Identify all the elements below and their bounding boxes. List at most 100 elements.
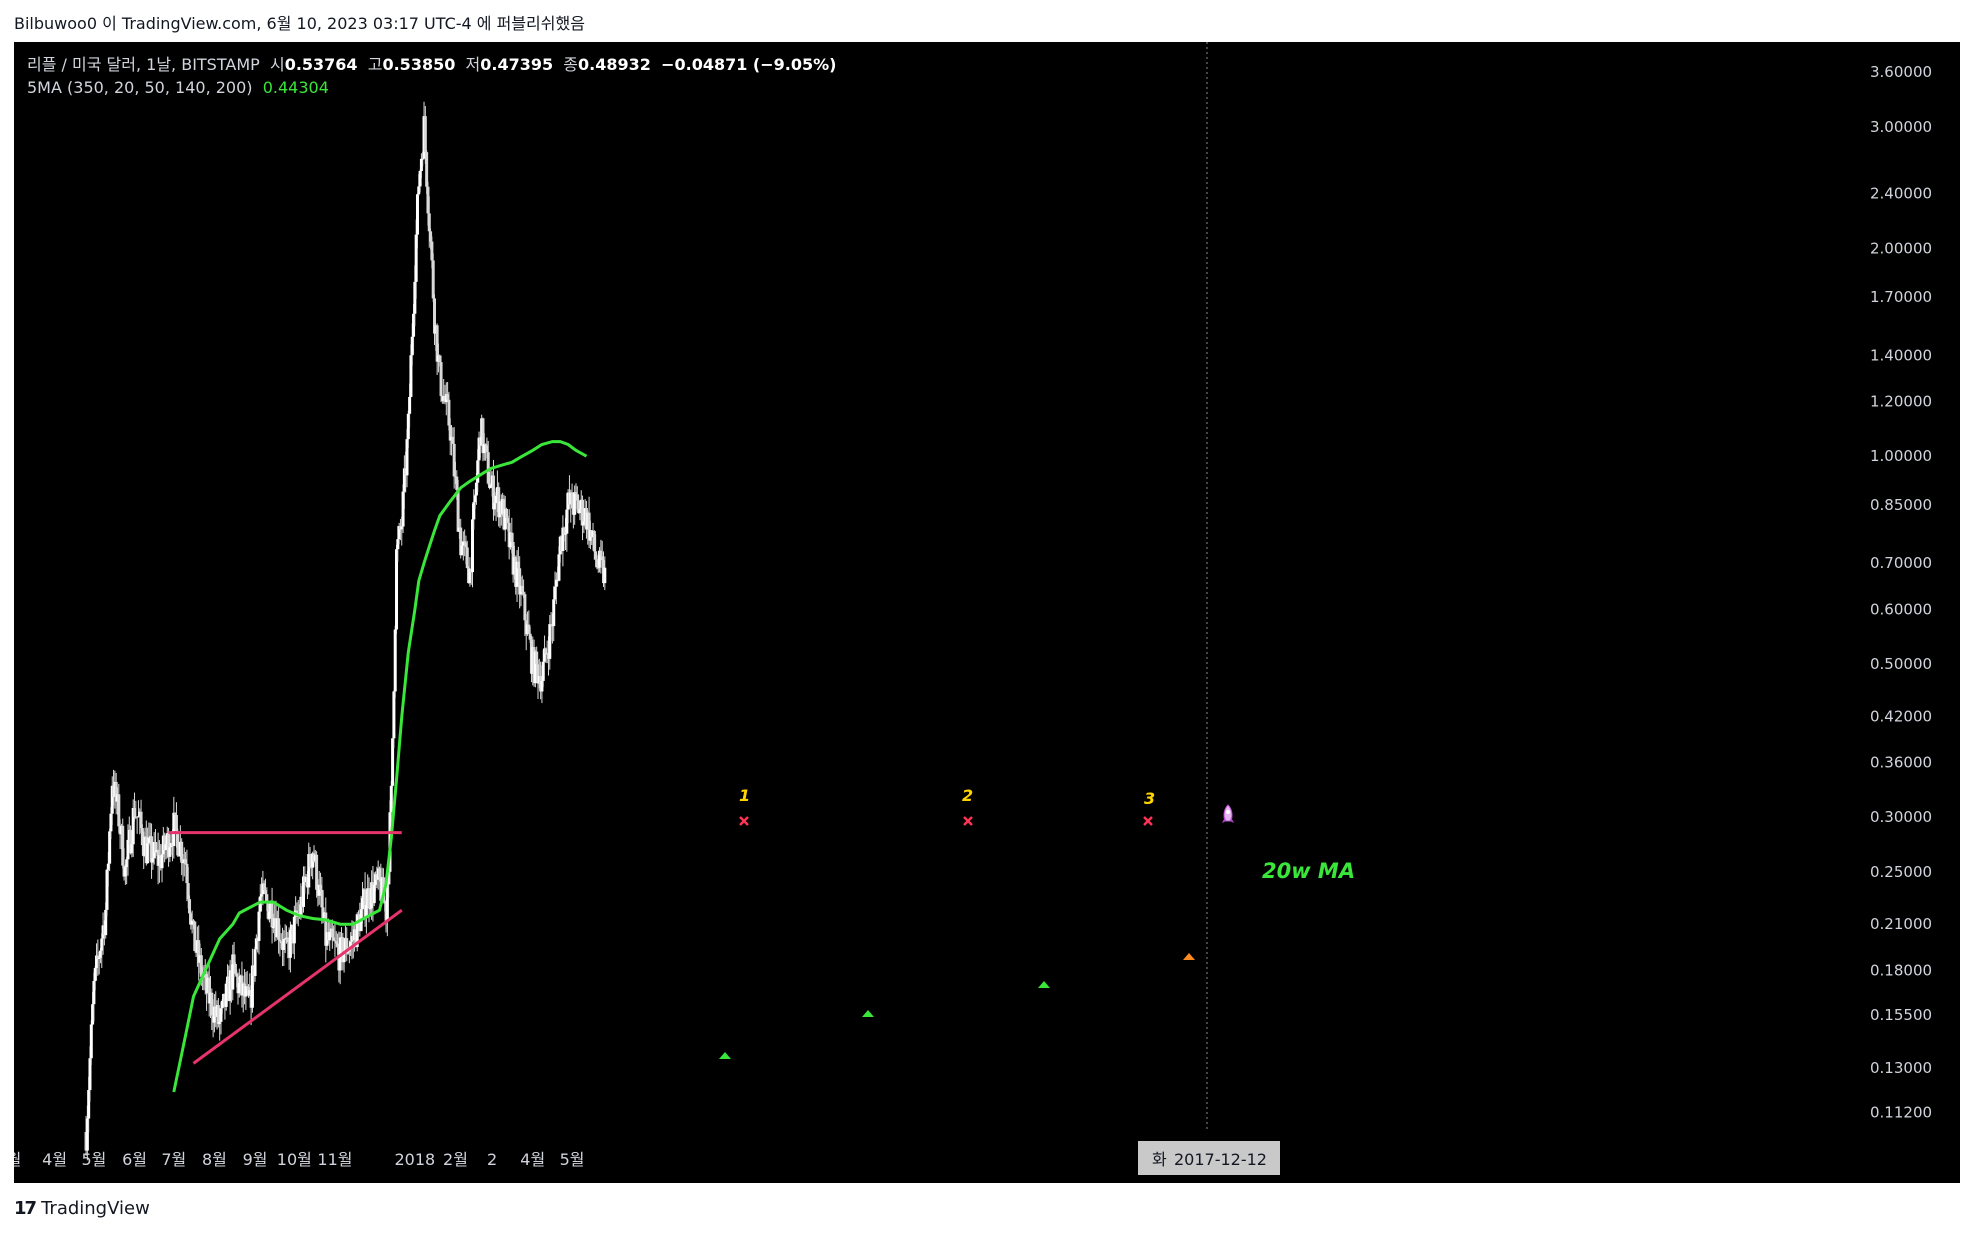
x-tick-label: 2월 bbox=[443, 1150, 468, 1169]
support-marker-up bbox=[1038, 981, 1050, 988]
candle bbox=[324, 897, 328, 963]
candle bbox=[448, 418, 452, 456]
candle bbox=[452, 427, 456, 489]
candle bbox=[385, 882, 389, 937]
candle bbox=[270, 887, 274, 944]
candle bbox=[207, 962, 211, 1017]
candle bbox=[302, 866, 306, 913]
tradingview-logo-icon: 17 bbox=[14, 1198, 37, 1219]
y-tick-label: 0.42000 bbox=[1870, 707, 1932, 725]
candle bbox=[288, 921, 292, 973]
x-tick-label: 9월 bbox=[243, 1150, 268, 1169]
candle bbox=[435, 323, 439, 375]
candle bbox=[520, 575, 524, 596]
candle bbox=[250, 948, 254, 1013]
candle bbox=[135, 816, 139, 834]
candle bbox=[114, 772, 118, 815]
y-tick-label: 1.20000 bbox=[1870, 393, 1932, 411]
y-tick-label: 0.36000 bbox=[1870, 754, 1932, 772]
price-chart[interactable]: 1 2 3 20w MA 3.60000 3.00000 2.40000 2.0000… bbox=[14, 42, 1960, 1183]
ma-line bbox=[172, 440, 588, 1093]
y-tick-label: 1.40000 bbox=[1870, 346, 1932, 364]
candle bbox=[172, 796, 176, 859]
support-marker-up-orange bbox=[1183, 953, 1195, 960]
candle bbox=[253, 946, 257, 982]
y-tick-label: 3.60000 bbox=[1870, 63, 1932, 81]
candle bbox=[393, 625, 397, 699]
y-tick-label: 1.00000 bbox=[1870, 447, 1932, 465]
y-tick-label: 0.60000 bbox=[1870, 600, 1932, 618]
candle bbox=[460, 543, 464, 556]
candle bbox=[193, 921, 197, 952]
candle bbox=[389, 780, 393, 825]
candle bbox=[150, 823, 154, 879]
candle bbox=[328, 919, 332, 951]
candle bbox=[89, 1020, 93, 1066]
candle bbox=[395, 544, 399, 634]
candle bbox=[190, 910, 194, 934]
candle bbox=[333, 923, 337, 957]
candle bbox=[341, 932, 345, 971]
y-tick-label: 2.00000 bbox=[1870, 239, 1932, 257]
time-axis: 월 4월 5월 6월 7월 8월 9월 10월 11월 2018 2월 2 4월 5월 bbox=[14, 1150, 585, 1169]
candle bbox=[561, 515, 565, 567]
y-tick-label: 0.13000 bbox=[1870, 1059, 1932, 1077]
candle bbox=[319, 872, 323, 893]
support-marker-up bbox=[719, 1052, 731, 1059]
candle bbox=[456, 479, 460, 532]
close-value: 0.48932 bbox=[578, 55, 651, 74]
candle bbox=[603, 556, 607, 591]
x-tick-label: 4월 bbox=[520, 1150, 545, 1169]
candle bbox=[237, 968, 241, 998]
change-value: −0.04871 (−9.05%) bbox=[661, 55, 837, 74]
y-tick-label: 0.30000 bbox=[1870, 808, 1932, 826]
candle bbox=[415, 193, 419, 249]
brand-name: TradingView bbox=[41, 1198, 150, 1219]
candle bbox=[308, 846, 312, 869]
candle bbox=[95, 943, 99, 980]
high-value: 0.53850 bbox=[382, 55, 456, 74]
candle bbox=[527, 610, 531, 634]
x-tick-label: 4월 bbox=[42, 1150, 67, 1169]
candle bbox=[332, 925, 336, 942]
y-tick-label: 0.50000 bbox=[1870, 655, 1932, 673]
candle bbox=[515, 550, 519, 603]
candle bbox=[278, 924, 282, 957]
y-tick-label: 0.70000 bbox=[1870, 554, 1932, 572]
candle bbox=[554, 572, 558, 605]
x-tick-label: 8월 bbox=[202, 1150, 227, 1169]
candle bbox=[482, 433, 486, 461]
candle bbox=[93, 965, 97, 991]
candle bbox=[465, 540, 469, 569]
price-axis: 3.60000 3.00000 2.40000 2.00000 1.70000 1.400… bbox=[1870, 63, 1932, 1122]
y-tick-label: 0.85000 bbox=[1870, 496, 1932, 514]
candle bbox=[573, 485, 577, 525]
candle bbox=[147, 822, 151, 862]
candle bbox=[345, 927, 349, 962]
candle bbox=[262, 880, 266, 892]
candle bbox=[180, 838, 184, 876]
publish-info: Bilbuwoo0 이 TradingView.com, 6월 10, 2023… bbox=[14, 14, 585, 33]
crosshair-date-label: 화 2017-12-12 bbox=[1138, 1141, 1280, 1175]
y-tick-label: 0.15500 bbox=[1870, 1006, 1932, 1024]
y-tick-label: 2.40000 bbox=[1870, 185, 1932, 203]
x-tick-label: 월 bbox=[14, 1150, 21, 1169]
candle bbox=[406, 410, 410, 448]
candle bbox=[473, 494, 477, 509]
indicator-name: 5MA (350, 20, 50, 140, 200) bbox=[27, 78, 253, 97]
candle bbox=[181, 854, 185, 882]
chart-canvas[interactable]: 1 2 3 20w MA 3.60000 3.00000 2.40000 2.0000… bbox=[14, 42, 1960, 1183]
candle bbox=[117, 783, 121, 833]
candle bbox=[168, 834, 172, 863]
candle bbox=[105, 868, 109, 917]
candle bbox=[233, 962, 237, 975]
candle bbox=[184, 851, 188, 865]
indicator-legend[interactable]: 5MA (350, 20, 50, 140, 200) 0.44304 bbox=[27, 78, 329, 97]
ma-annotation: 20w MA bbox=[1262, 859, 1355, 883]
candle bbox=[439, 355, 443, 403]
candle bbox=[391, 738, 395, 789]
candle bbox=[125, 856, 129, 885]
candle bbox=[481, 417, 485, 462]
candle bbox=[570, 483, 574, 509]
candle bbox=[518, 556, 522, 609]
